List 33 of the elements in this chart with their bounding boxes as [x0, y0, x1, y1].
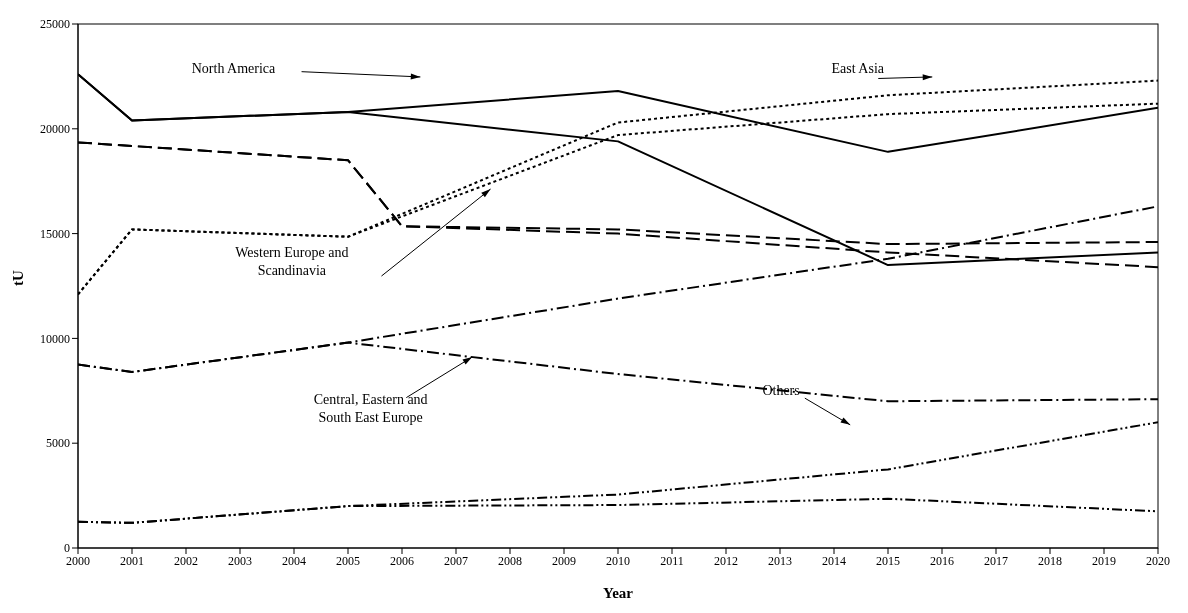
- x-tick-label: 2000: [66, 553, 90, 568]
- x-tick-label: 2008: [498, 553, 522, 568]
- annotation: East Asia: [831, 61, 885, 77]
- x-tick-label: 2018: [1038, 553, 1062, 568]
- x-tick-label: 2011: [660, 553, 684, 568]
- y-tick-label: 5000: [46, 436, 70, 451]
- x-axis-title: Year: [603, 585, 634, 601]
- y-tick-label: 15000: [40, 226, 70, 241]
- x-tick-label: 2006: [390, 553, 414, 568]
- x-tick-label: 2005: [336, 553, 360, 568]
- x-tick-label: 2004: [282, 553, 306, 568]
- y-tick-label: 10000: [40, 331, 70, 346]
- y-tick-label: 20000: [40, 122, 70, 137]
- y-tick-label: 0: [64, 541, 70, 556]
- x-tick-label: 2007: [444, 553, 468, 568]
- x-tick-label: 2010: [606, 553, 630, 568]
- x-tick-label: 2020: [1146, 553, 1170, 568]
- x-tick-label: 2012: [714, 553, 738, 568]
- x-tick-label: 2016: [930, 553, 954, 568]
- x-tick-label: 2009: [552, 553, 576, 568]
- y-axis-title: tU: [10, 270, 27, 286]
- x-tick-label: 2002: [174, 553, 198, 568]
- x-tick-label: 2001: [120, 553, 144, 568]
- x-tick-label: 2013: [768, 553, 792, 568]
- annotation: North America: [191, 61, 277, 77]
- x-tick-label: 2014: [822, 553, 846, 568]
- x-tick-label: 2003: [228, 553, 252, 568]
- x-tick-label: 2015: [876, 553, 900, 568]
- x-tick-label: 2017: [984, 553, 1008, 568]
- annotation: Western Europe and Scandinavia: [235, 245, 349, 279]
- annotation: Central, Eastern and South East Europe: [313, 392, 428, 426]
- y-tick-label: 25000: [40, 17, 70, 32]
- x-tick-label: 2019: [1092, 553, 1116, 568]
